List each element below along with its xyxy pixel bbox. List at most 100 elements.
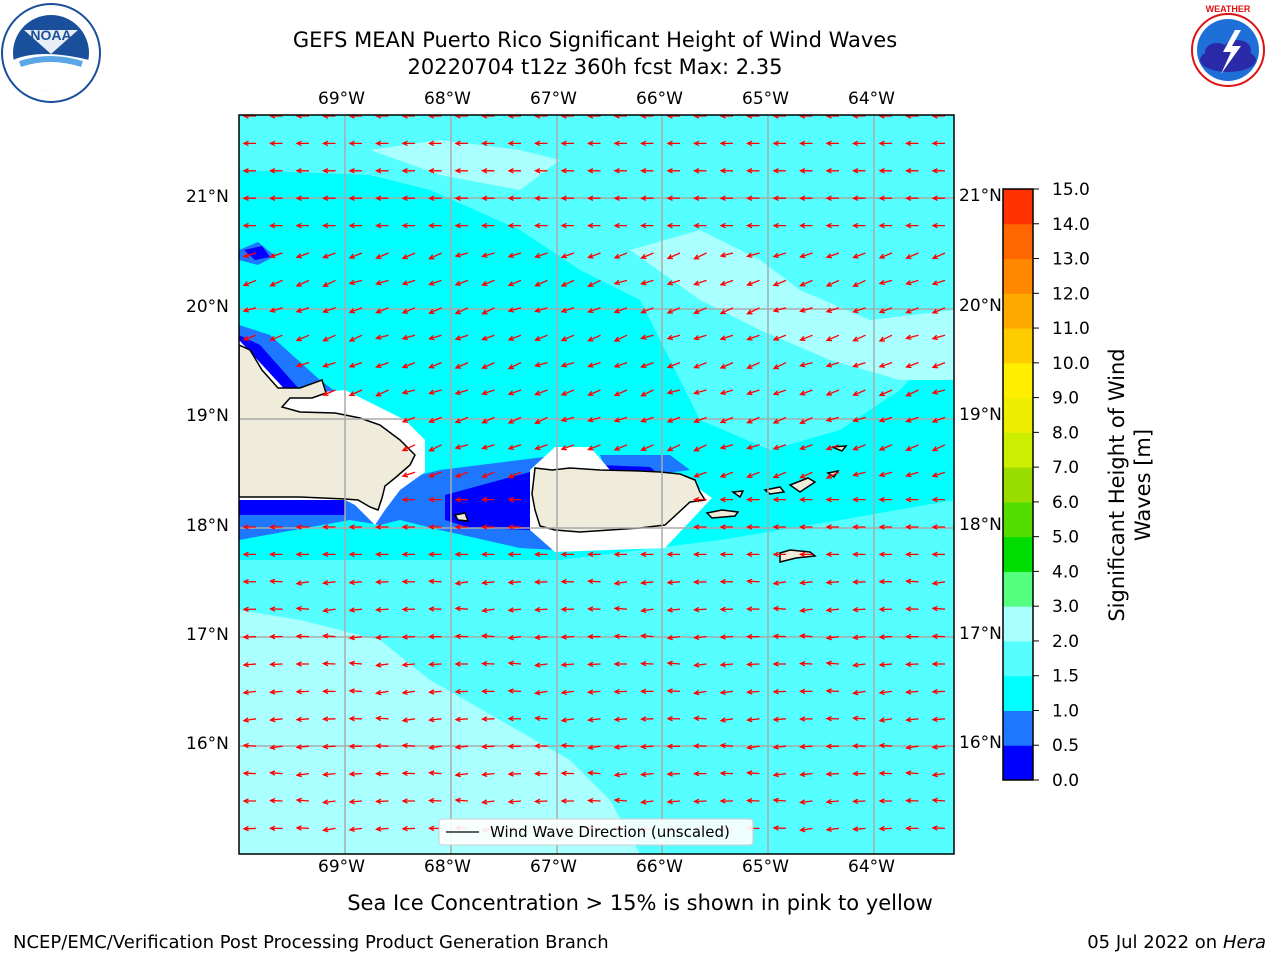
wave-direction-arrow xyxy=(719,334,734,341)
wave-direction-arrow xyxy=(507,362,522,370)
wave-direction-arrow xyxy=(295,334,310,342)
wave-direction-arrow xyxy=(878,825,893,832)
wave-direction-arrow xyxy=(666,140,680,147)
wave-direction-arrow xyxy=(428,551,442,558)
footer-left: NCEP/EMC/Verification Post Processing Pr… xyxy=(13,932,609,953)
wave-direction-arrow xyxy=(428,606,442,612)
colorbar-tick-label: 4.0 xyxy=(1052,562,1079,582)
lat-tick-right: 17°N xyxy=(959,624,1002,644)
wave-direction-arrow xyxy=(401,389,416,395)
wave-height-region-2-0 xyxy=(370,140,560,190)
wave-direction-arrow xyxy=(825,195,839,201)
colorbar-tick-label: 14.0 xyxy=(1052,215,1090,235)
wave-direction-arrow xyxy=(269,689,283,695)
wave-direction-arrow xyxy=(560,168,574,174)
wave-direction-arrow xyxy=(799,168,813,174)
wave-direction-arrow xyxy=(375,579,389,585)
wave-direction-arrow xyxy=(269,524,283,530)
wave-direction-arrow xyxy=(295,771,310,778)
wave-direction-arrow xyxy=(931,140,945,147)
wave-direction-arrow xyxy=(481,222,495,229)
wave-direction-arrow xyxy=(905,168,919,174)
wave-direction-arrow xyxy=(560,742,575,749)
wave-direction-arrow xyxy=(719,307,734,315)
wave-direction-arrow xyxy=(825,115,839,119)
wave-direction-arrow xyxy=(799,743,813,750)
wave-height-region-0-5 xyxy=(239,325,340,400)
wave-direction-arrow xyxy=(454,580,469,586)
wave-direction-arrow xyxy=(905,578,919,585)
wave-direction-arrow xyxy=(613,744,628,750)
wave-direction-arrow xyxy=(242,606,257,613)
wave-direction-arrow xyxy=(375,334,389,340)
wave-direction-arrow xyxy=(746,279,760,287)
map-field xyxy=(239,115,954,854)
wave-direction-arrow xyxy=(242,717,257,723)
wave-direction-arrow xyxy=(295,605,310,612)
wave-direction-arrow xyxy=(746,195,760,201)
wave-direction-arrow xyxy=(613,444,628,451)
wave-direction-arrow xyxy=(666,115,680,119)
wave-direction-arrow xyxy=(905,195,919,201)
lon-tick-bottom: 65°W xyxy=(742,857,789,877)
wave-direction-arrow xyxy=(905,551,919,558)
wave-direction-arrow xyxy=(746,606,760,612)
wave-direction-arrow xyxy=(481,307,495,315)
wave-direction-arrow xyxy=(401,798,415,804)
wave-direction-arrow xyxy=(560,634,575,640)
wave-direction-arrow xyxy=(375,606,389,613)
wave-direction-arrow xyxy=(587,252,601,259)
wave-direction-arrow xyxy=(269,633,283,640)
wave-direction-arrow xyxy=(428,307,442,314)
wave-direction-arrow xyxy=(640,334,654,340)
wave-direction-arrow xyxy=(719,222,733,229)
wave-direction-arrow xyxy=(534,279,548,287)
footer-date: 05 Jul 2022 on xyxy=(1087,932,1223,953)
colorbar-segment xyxy=(1003,258,1033,294)
wave-direction-arrow xyxy=(613,551,627,558)
wave-direction-arrow xyxy=(507,444,522,450)
wave-direction-arrow xyxy=(507,743,522,750)
wave-direction-arrow xyxy=(852,140,866,147)
wave-direction-arrow xyxy=(905,524,919,530)
wave-direction-arrow xyxy=(534,115,548,119)
wave-direction-arrow xyxy=(666,607,681,613)
wave-direction-arrow xyxy=(348,688,363,694)
wave-direction-arrow xyxy=(348,607,363,613)
wave-direction-arrow xyxy=(931,771,946,778)
wave-direction-arrow xyxy=(454,551,468,558)
land-island xyxy=(831,445,848,452)
wave-direction-arrow xyxy=(322,826,336,833)
wave-direction-arrow xyxy=(560,307,575,313)
wave-direction-arrow xyxy=(719,416,734,424)
wave-direction-arrow xyxy=(375,115,389,119)
wave-direction-arrow xyxy=(295,195,309,201)
wave-direction-arrow xyxy=(481,579,495,586)
wave-direction-arrow xyxy=(852,634,866,641)
wave-direction-arrow xyxy=(825,444,840,451)
colorbar-tick-label: 9.0 xyxy=(1052,389,1079,409)
wave-direction-arrow xyxy=(746,416,760,424)
wave-direction-arrow xyxy=(428,716,442,723)
wave-direction-arrow xyxy=(375,715,389,722)
wave-direction-arrow xyxy=(401,140,415,147)
colorbar-segment xyxy=(1003,710,1033,746)
wave-direction-arrow xyxy=(534,579,548,585)
wave-direction-arrow xyxy=(719,444,734,450)
wave-direction-arrow xyxy=(560,115,574,119)
wave-direction-arrow xyxy=(640,279,654,286)
wave-direction-arrow xyxy=(401,168,415,174)
colorbar-label-line1: Significant Height of Wind xyxy=(1105,348,1129,621)
wave-direction-arrow xyxy=(481,362,495,369)
wave-direction-arrow xyxy=(348,361,363,368)
wave-direction-arrow xyxy=(348,660,363,667)
wave-direction-arrow xyxy=(587,168,601,174)
colorbar-tick-label: 2.0 xyxy=(1052,632,1079,652)
wave-direction-arrow xyxy=(587,222,601,229)
wave-direction-arrow xyxy=(560,195,574,201)
wave-direction-arrow xyxy=(322,168,336,174)
wave-direction-arrow xyxy=(401,634,416,640)
wave-direction-arrow xyxy=(534,662,548,668)
wave-direction-arrow xyxy=(666,688,681,694)
wave-direction-arrow xyxy=(931,361,946,369)
